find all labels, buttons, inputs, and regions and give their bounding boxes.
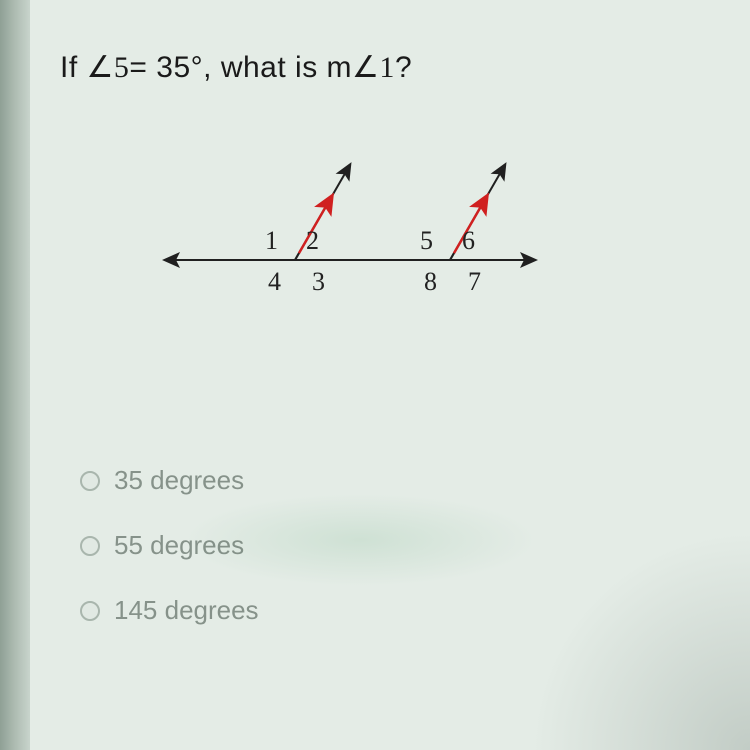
radio-icon[interactable] (80, 601, 100, 621)
option-label: 35 degrees (114, 465, 244, 496)
angle-label-3: 3 (312, 267, 325, 296)
option-label: 55 degrees (114, 530, 244, 561)
option-row[interactable]: 55 degrees (80, 530, 720, 561)
angle-label-8: 8 (424, 267, 437, 296)
angle-label-6: 6 (462, 226, 475, 255)
screen-left-edge (0, 0, 30, 750)
radio-icon[interactable] (80, 471, 100, 491)
content-area: If ∠5= 35°, what is m∠1? 124 3 568 7 35 deg… (30, 0, 750, 750)
q-suffix: ? (395, 51, 412, 84)
radio-icon[interactable] (80, 536, 100, 556)
q-angle-given: ∠5 (87, 51, 130, 84)
question-text: If ∠5= 35°, what is m∠1? (60, 50, 720, 85)
q-prefix: If (60, 51, 87, 84)
q-equals: = 35° (129, 51, 203, 84)
answer-options: 35 degrees 55 degrees 145 degrees (80, 465, 720, 626)
option-label: 145 degrees (114, 595, 259, 626)
option-row[interactable]: 145 degrees (80, 595, 720, 626)
angle-diagram: 124 3 568 7 (160, 145, 540, 365)
angle-label-2: 2 (306, 226, 319, 255)
q-middle: , what is m (203, 51, 352, 84)
option-row[interactable]: 35 degrees (80, 465, 720, 496)
diagram-svg: 124 3 568 7 (160, 145, 540, 365)
angle-label-5: 5 (420, 226, 433, 255)
angle-label-7: 7 (468, 267, 481, 296)
q-angle-asked: ∠1 (352, 51, 395, 84)
angle-label-4: 4 (268, 267, 281, 296)
angle-label-1: 1 (265, 226, 278, 255)
